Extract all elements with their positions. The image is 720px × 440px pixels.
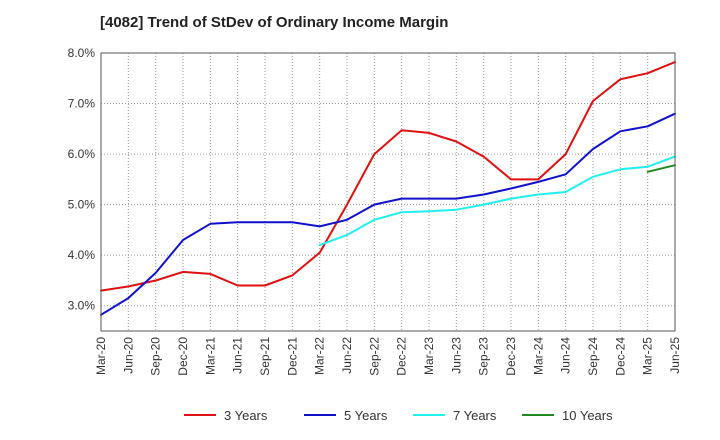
plot-area-border	[100, 52, 676, 332]
x-tick-label: Mar-25	[641, 337, 655, 375]
series-line-3-years	[100, 61, 676, 292]
x-tick-label: Sep-21	[258, 337, 272, 376]
x-tick-label: Dec-20	[176, 337, 190, 376]
x-tick-label: Mar-24	[531, 337, 545, 375]
x-tick-label: Jun-24	[559, 337, 573, 374]
y-axis-ticks: 3.0% 4.0% 5.0% 6.0% 7.0% 8.0%	[68, 46, 96, 313]
x-tick-label: Jun-22	[340, 337, 354, 374]
x-tick-label: Dec-23	[504, 337, 518, 376]
y-tick-label: 4.0%	[68, 248, 96, 262]
x-tick-label: Jun-23	[449, 337, 463, 374]
x-axis-ticks: Mar-20 Jun-20 Sep-20 Dec-20 Mar-21 Jun-21 Sep-…	[94, 337, 682, 376]
x-tick-label: Sep-24	[586, 337, 600, 376]
x-tick-label: Sep-23	[477, 337, 491, 376]
chart-title: [4082] Trend of StDev of Ordinary Income…	[100, 14, 449, 31]
x-tick-label: Sep-22	[367, 337, 381, 376]
series-line-7-years	[318, 155, 676, 247]
x-tick-label: Jun-25	[668, 337, 682, 374]
series-line-5-years	[100, 112, 676, 316]
legend: 3 Years 5 Years 7 Years 10 Years	[184, 408, 613, 423]
x-tick-label: Mar-23	[422, 337, 436, 375]
x-tick-label: Mar-22	[313, 337, 327, 375]
x-tick-label: Sep-20	[149, 337, 163, 376]
series-line-10-years	[646, 164, 676, 173]
series-lines	[100, 61, 676, 316]
y-tick-label: 6.0%	[68, 147, 96, 161]
x-tick-label: Dec-24	[613, 337, 627, 376]
legend-label: 10 Years	[562, 408, 613, 423]
y-tick-label: 5.0%	[68, 198, 96, 212]
x-tick-label: Jun-21	[231, 337, 245, 374]
x-tick-label: Mar-20	[94, 337, 108, 375]
x-tick-label: Dec-21	[285, 337, 299, 376]
legend-label: 3 Years	[224, 408, 268, 423]
y-tick-label: 7.0%	[68, 97, 96, 111]
y-tick-label: 3.0%	[68, 299, 96, 313]
legend-label: 5 Years	[344, 408, 388, 423]
y-tick-label: 8.0%	[68, 46, 96, 60]
x-tick-label: Dec-22	[395, 337, 409, 376]
x-tick-label: Jun-20	[121, 337, 135, 374]
grid-lines	[101, 53, 675, 331]
legend-label: 7 Years	[453, 408, 497, 423]
x-tick-label: Mar-21	[203, 337, 217, 375]
